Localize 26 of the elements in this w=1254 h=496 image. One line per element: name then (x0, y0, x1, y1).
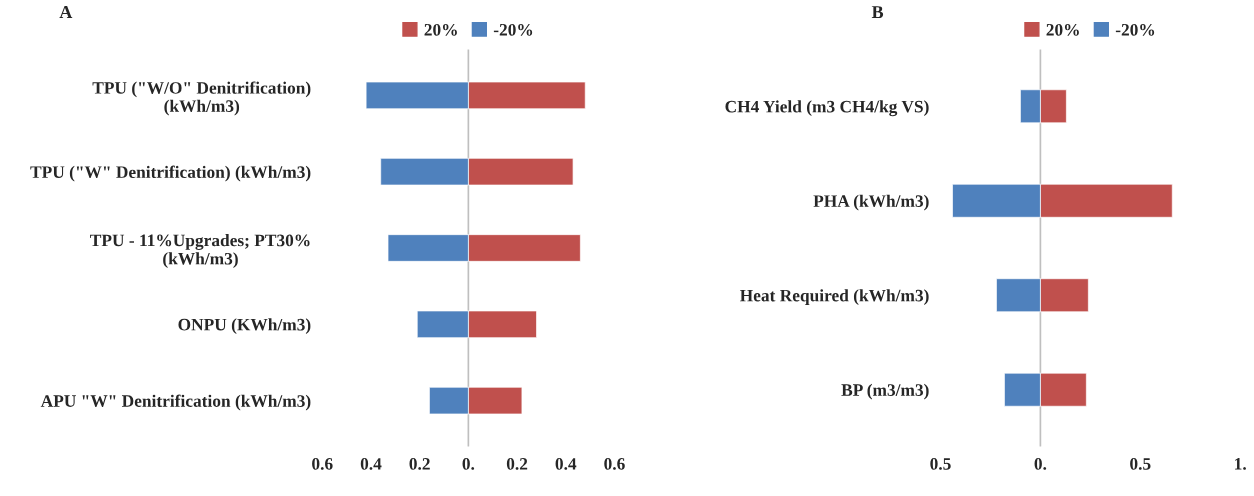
x-tick-label: 0.2 (506, 458, 528, 470)
y-tick-label: PHA (kWh/m3) (813, 194, 929, 211)
chart-title: B (871, 6, 884, 19)
x-tick-label: 1. (1235, 458, 1246, 470)
y-tick-label: BP (m3/m3) (841, 383, 929, 400)
y-tick-label: APU "W" Denitrification (kWh/m3) (40, 394, 311, 411)
text: A (59, 6, 73, 18)
x-tick-label: 0.4 (360, 458, 382, 470)
x-tick-label: 0.5 (930, 458, 951, 470)
x-tick-label: 0. (462, 458, 475, 470)
legend-label: 20% (1046, 23, 1079, 36)
y-tick-label: Heat Required (kWh/m3) (740, 289, 929, 305)
legend-label: -20% (1115, 23, 1155, 36)
x-tick-label: 0.2 (409, 458, 430, 470)
y-tick-label: TPU ("W" Denitrification) (kWh/m3) (30, 165, 311, 182)
x-tick-label: 0.4 (555, 458, 577, 470)
y-tick-label: TPU ("W/O" Denitrification) (kWh/m3) (92, 81, 311, 116)
legend-label: -20% (493, 23, 533, 36)
x-tick-label: 0. (1034, 458, 1047, 470)
y-tick-label: CH4 Yield (m3 CH4/kg VS) (725, 100, 929, 117)
x-tick-label: 0.6 (604, 458, 625, 470)
x-tick-label: 0.5 (1130, 458, 1151, 470)
y-tick-label: TPU - 11%Upgrades; PT30% (kWh/m3) (90, 234, 310, 269)
x-tick-label: 0.6 (312, 458, 333, 470)
y-tick-label: ONPU (KWh/m3) (178, 318, 311, 335)
legend-label: 20% (424, 23, 457, 36)
